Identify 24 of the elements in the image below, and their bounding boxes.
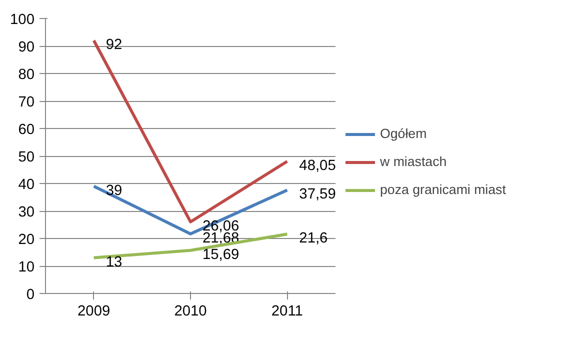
data-label: 37,59	[299, 186, 336, 203]
data-label: 21,6	[299, 230, 328, 247]
legend-label: Ogółem	[380, 126, 427, 141]
y-tick-label: 90	[18, 40, 35, 56]
legend-label: w miastach	[380, 154, 447, 169]
x-tick-label: 2010	[174, 304, 207, 320]
y-tick-label: 30	[18, 204, 35, 220]
y-tick-label: 50	[18, 150, 35, 166]
legend-label: poza granicami miast	[380, 182, 506, 197]
y-tick-label: 0	[26, 287, 35, 303]
y-tick-label: 60	[18, 122, 35, 138]
y-tick-label: 10	[18, 260, 35, 276]
y-tick-label: 20	[18, 232, 35, 248]
data-label: 13	[106, 254, 122, 270]
data-label: 48,05	[299, 158, 336, 174]
y-tick-label: 70	[18, 94, 35, 110]
data-label: 92	[106, 37, 122, 53]
data-label: 39	[106, 182, 122, 199]
y-tick-label: 40	[18, 177, 35, 193]
y-tick-label: 100	[10, 12, 35, 28]
data-label: 15,69	[202, 246, 240, 263]
x-tick-label: 2009	[78, 304, 110, 320]
y-tick-label: 80	[18, 67, 35, 83]
x-tick-label: 2011	[271, 304, 303, 320]
